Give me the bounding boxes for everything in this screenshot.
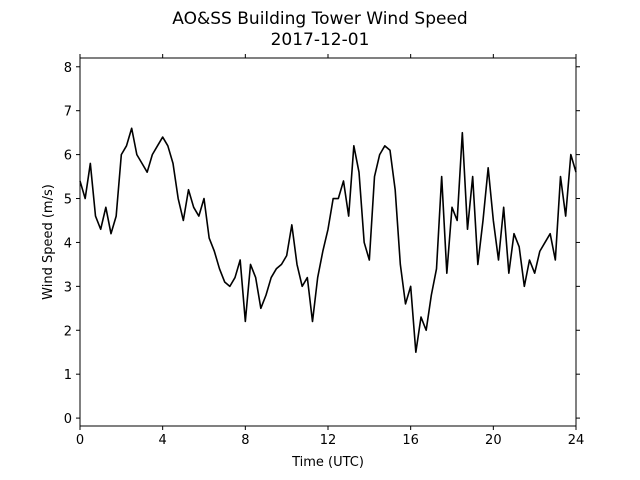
x-tick-label: 4 xyxy=(159,433,167,448)
y-tick-label: 4 xyxy=(64,236,72,251)
x-tick-label: 20 xyxy=(485,433,502,448)
x-axis-label: Time (UTC) xyxy=(291,455,364,470)
y-tick-label: 7 xyxy=(64,105,72,120)
x-tick-label: 0 xyxy=(76,433,84,448)
y-axis-label: Wind Speed (m/s) xyxy=(41,184,56,300)
series-line xyxy=(79,127,577,354)
y-tick-label: 2 xyxy=(64,324,72,339)
chart-subtitle: 2017-12-01 xyxy=(271,30,370,50)
x-tick-label: 12 xyxy=(320,433,337,448)
y-tick-label: 8 xyxy=(64,61,72,76)
x-tick-label: 24 xyxy=(568,433,585,448)
y-tick-label: 5 xyxy=(64,193,72,208)
y-tick-label: 0 xyxy=(64,412,72,427)
y-tick-label: 6 xyxy=(64,149,72,164)
y-tick-label: 1 xyxy=(64,368,72,383)
y-tick-label: 3 xyxy=(64,280,72,295)
chart-title: AO&SS Building Tower Wind Speed xyxy=(172,9,467,29)
x-tick-label: 16 xyxy=(402,433,419,448)
plot-frame xyxy=(79,57,577,427)
x-tick-label: 8 xyxy=(241,433,249,448)
